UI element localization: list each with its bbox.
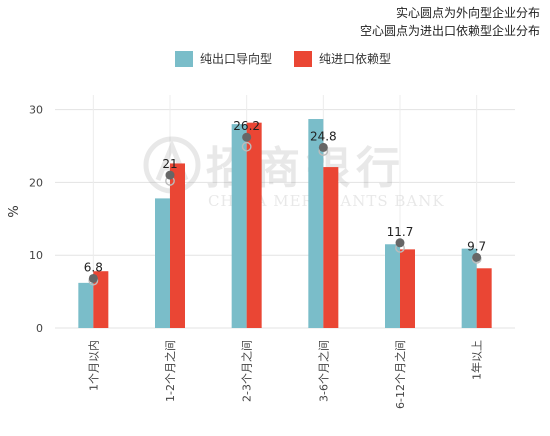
legend-label-export: 纯出口导向型 xyxy=(200,52,273,66)
legend-swatch-export xyxy=(175,50,193,67)
legend-swatch-import xyxy=(294,50,313,67)
grid-lines xyxy=(55,95,515,329)
data-label: 21 xyxy=(162,157,177,171)
y-tick-label: 0 xyxy=(36,322,43,335)
bar-export xyxy=(308,119,324,328)
y-tick-label: 30 xyxy=(29,104,43,117)
bar-import xyxy=(323,167,339,328)
dots xyxy=(88,132,482,286)
solid-dot xyxy=(242,132,252,142)
data-label: 9.7 xyxy=(467,239,486,253)
axes: 0 10 20 30% 1个月以内 1-2个月之间 2-3个月之间 3-6个月之间 6-12个月… xyxy=(7,104,484,409)
legend: 纯出口导向型 纯进口依赖型 xyxy=(175,50,391,67)
note-hollow-dots: 空心圆点为进出口依赖型企业分布 xyxy=(359,24,540,38)
data-label: 11.7 xyxy=(387,225,414,239)
solid-dot xyxy=(88,273,98,283)
hollow-dot xyxy=(241,141,252,152)
bar-export xyxy=(231,124,247,328)
data-label: 6.8 xyxy=(84,260,103,274)
bar-export xyxy=(78,282,94,328)
bar-export xyxy=(461,248,477,328)
x-tick-label: 2-3个月之间 xyxy=(240,340,254,402)
solid-dot xyxy=(472,252,482,262)
legend-item-import: 纯进口依赖型 xyxy=(294,50,391,67)
solid-dot xyxy=(318,142,328,152)
bar-import xyxy=(93,271,109,328)
x-tick-label: 1年以上 xyxy=(470,340,484,380)
data-labels: 6.8 21 26.2 24.8 11.7 9.7 xyxy=(84,119,486,274)
x-tick-label: 3-6个月之间 xyxy=(316,340,330,402)
bar-export xyxy=(155,198,170,328)
watermark: 招商银行 CHINA MERCHANTS BANK xyxy=(143,136,444,210)
y-tick-label: 10 xyxy=(29,249,43,262)
chart-notes: 实心圆点为外向型企业分布 空心圆点为进出口依赖型企业分布 xyxy=(360,4,540,40)
bar-import xyxy=(476,268,492,328)
solid-dot xyxy=(165,170,175,180)
note-solid-dots: 实心圆点为外向型企业分布 xyxy=(395,6,540,20)
x-tick-label: 6-12个月之间 xyxy=(393,340,407,409)
bar-export xyxy=(385,244,400,328)
bar-import xyxy=(246,122,262,328)
bar-import xyxy=(400,249,415,328)
y-axis-label: % xyxy=(7,205,22,217)
x-tick-label: 1个月以内 xyxy=(86,340,100,391)
legend-label-import: 纯进口依赖型 xyxy=(319,52,392,66)
data-label: 26.2 xyxy=(233,119,260,133)
bar-import xyxy=(170,163,185,328)
data-label: 24.8 xyxy=(310,129,337,143)
y-tick-label: 20 xyxy=(29,176,43,189)
solid-dot xyxy=(395,238,405,248)
legend-item-export: 纯出口导向型 xyxy=(175,50,272,67)
bars xyxy=(78,119,492,328)
x-tick-label: 1-2个月之间 xyxy=(163,340,177,402)
